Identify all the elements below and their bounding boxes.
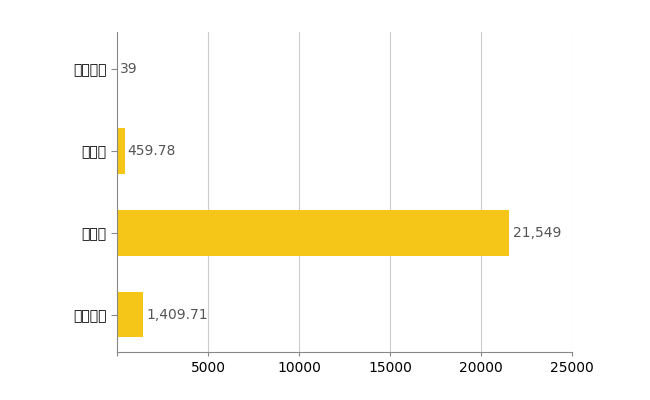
Text: 21,549: 21,549 bbox=[513, 226, 561, 240]
Bar bbox=[117, 128, 125, 174]
Bar bbox=[117, 210, 509, 256]
Text: 39: 39 bbox=[120, 62, 137, 76]
Text: 1,409.71: 1,409.71 bbox=[146, 308, 208, 322]
Text: 459.78: 459.78 bbox=[127, 144, 176, 158]
Bar bbox=[117, 292, 142, 338]
Bar bbox=[117, 46, 118, 92]
